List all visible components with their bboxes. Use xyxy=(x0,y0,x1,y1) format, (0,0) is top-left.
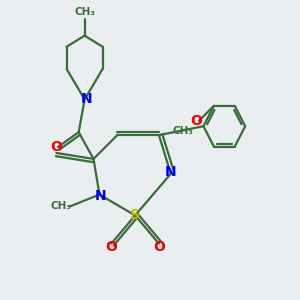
Text: N: N xyxy=(95,189,107,203)
Text: CH₃: CH₃ xyxy=(74,7,95,17)
Text: O: O xyxy=(190,114,202,128)
Text: CH₃: CH₃ xyxy=(50,202,71,212)
Text: S: S xyxy=(130,208,140,222)
Text: O: O xyxy=(105,240,117,254)
Text: O: O xyxy=(153,240,165,254)
Text: O: O xyxy=(50,140,62,154)
Text: N: N xyxy=(165,165,177,179)
Text: N: N xyxy=(80,92,92,106)
Text: CH₃: CH₃ xyxy=(172,126,193,136)
